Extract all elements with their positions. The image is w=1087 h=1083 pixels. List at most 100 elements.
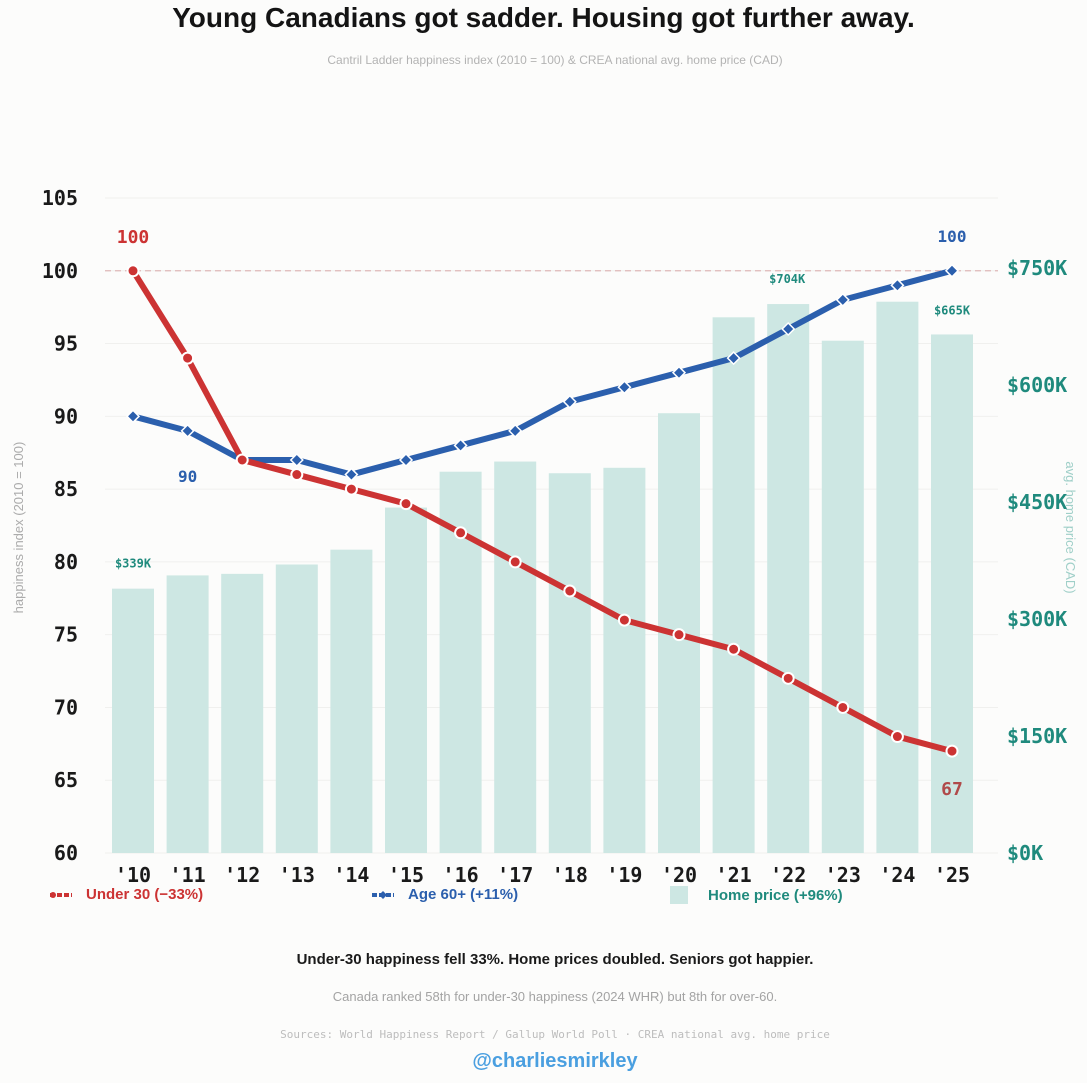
chart-subtitle: Cantril Ladder happiness index (2010 = 1… [327,53,783,67]
legend-under30: Under 30 (−33%) [48,886,203,903]
under30-point [890,730,904,744]
price-start-label: $339K [115,557,152,571]
y-tick-label: 90 [54,404,78,428]
x-tick-label: '14 [333,863,369,887]
y2-tick-label: $300K [1007,607,1067,631]
age60-point [726,351,741,366]
x-tick-label: '22 [770,863,806,887]
age60-point [344,467,359,482]
context-text: Canada ranked 58th for under-30 happines… [332,989,778,1004]
home-price-bar [767,304,810,853]
home-price-bar [931,334,973,853]
age60-point [890,278,905,293]
y2-tick-label: $150K [1007,724,1067,748]
y-tick-label: 100 [42,259,78,283]
y-tick-label: 105 [42,186,78,210]
x-tick-label: '11 [170,863,206,887]
x-tick-label: '15 [388,863,424,887]
under30-point [672,628,686,642]
legend-under30-label: Under 30 (−33%) [86,886,204,903]
under30-point [399,497,413,511]
x-tick-label: '18 [552,863,588,887]
age60-point [180,423,195,438]
age60-point [562,394,577,409]
home-price-bar [548,473,591,853]
home-price-bar [330,549,373,853]
home-price-bar [112,588,154,853]
x-tick-label: '25 [934,863,970,887]
age60-point [671,365,687,380]
age60-point [835,292,850,307]
legend-age60-label: Age 60+ (+11%) [408,886,519,903]
home-price-bar [494,461,537,853]
y-tick-label: 60 [54,841,78,865]
sources-text: Sources: World Happiness Report / Gallup… [280,1028,830,1041]
under30-point [454,526,468,540]
takeaway-text: Under-30 happiness fell 33%. Home prices… [296,951,814,968]
age60-start-label: 90 [178,467,197,486]
under30-point [563,584,577,598]
y2-axis-title: avg. home price (CAD) [1063,461,1078,593]
under30-point [508,555,522,569]
under30-point [836,700,850,714]
under30-point [617,613,631,627]
under30-start-label: 100 [117,227,150,248]
y-tick-label: 80 [54,550,78,574]
x-tick-label: '10 [115,863,151,887]
under30-point [945,744,959,758]
y2-tick-label: $0K [1007,841,1043,865]
home-price-bar [221,573,264,853]
x-tick-label: '13 [279,863,315,887]
age60-point [398,452,414,468]
author-handle[interactable]: @charliesmirkley [472,1050,638,1072]
legend-age60-symbol [372,890,394,899]
legend-home-price-symbol [670,886,688,904]
legend-home-price: Home price (+96%) [670,886,843,904]
home-price-bar [821,340,864,854]
home-price-bar [712,317,755,853]
home-price-bar [876,301,919,853]
price-end-label: $665K [934,303,971,317]
under30-point [181,351,195,365]
chart-title: Young Canadians got sadder. Housing got … [172,2,915,33]
under30-point [235,453,249,467]
under30-end-label: 67 [941,779,963,800]
under30-line [130,267,955,755]
under30-point [126,264,140,278]
y-tick-label: 65 [54,768,78,792]
y-tick-label: 70 [54,695,78,719]
y2-tick-label: $600K [1007,373,1067,397]
x-tick-label: '23 [825,863,861,887]
age60-point [944,263,960,278]
y-axis-title: happiness index (2010 = 100) [11,442,26,614]
age60-point [617,380,632,395]
home-price-bar [166,575,209,853]
age60-point [508,423,523,438]
x-tick-label: '19 [606,863,642,887]
price-peak-label: $704K [769,272,806,286]
age60-point [289,452,304,468]
legend-under30-symbol [50,891,72,898]
x-tick-label: '16 [443,863,479,887]
x-tick-label: '20 [661,863,697,887]
age60-line [130,267,955,478]
x-tick-label: '17 [497,863,533,887]
home-price-bar [275,564,318,853]
x-tick-label: '21 [716,863,752,887]
age60-point [125,409,141,424]
y-tick-label: 85 [54,477,78,501]
under30-point [727,642,741,656]
y-tick-label: 95 [54,332,78,356]
y-tick-label: 75 [54,623,78,647]
age60-point [781,321,796,337]
under30-point [781,671,795,685]
age60-end-label: 100 [938,227,967,246]
age60-point [453,438,468,453]
legend-age60: Age 60+ (+11%) [370,886,518,903]
y2-tick-label: $450K [1007,490,1067,514]
x-tick-label: '12 [224,863,260,887]
legend-home-price-label: Home price (+96%) [708,886,843,904]
home-price-bar [603,467,646,853]
y2-tick-label: $750K [1007,256,1067,280]
